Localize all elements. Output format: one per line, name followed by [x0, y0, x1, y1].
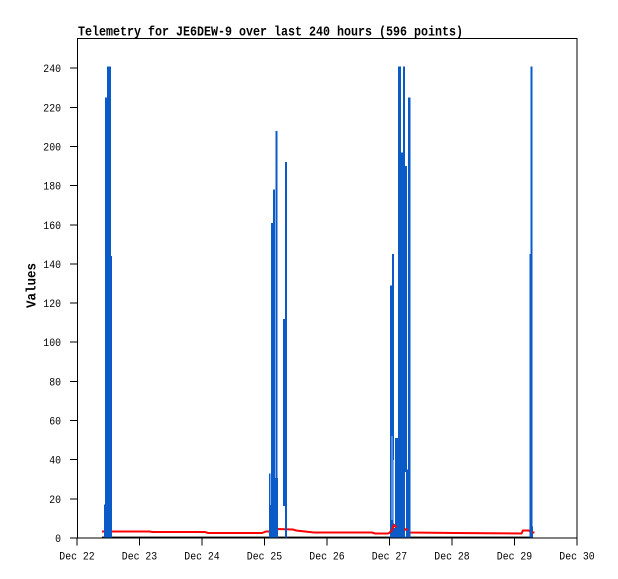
svg-text:240: 240: [43, 64, 61, 76]
svg-text:180: 180: [43, 182, 61, 194]
svg-text:220: 220: [43, 103, 61, 115]
svg-text:100: 100: [43, 338, 61, 350]
svg-text:200: 200: [43, 143, 61, 155]
svg-text:Telemetry for JE6DEW-9 over la: Telemetry for JE6DEW-9 over last 240 hou…: [78, 25, 463, 41]
svg-text:120: 120: [43, 299, 61, 311]
svg-text:Dec 29: Dec 29: [497, 552, 532, 564]
svg-text:Dec 23: Dec 23: [122, 552, 157, 564]
svg-text:60: 60: [49, 417, 61, 429]
svg-text:Dec 22: Dec 22: [59, 552, 94, 564]
svg-text:Dec 28: Dec 28: [434, 552, 469, 564]
svg-text:160: 160: [43, 221, 61, 233]
svg-text:Values: Values: [25, 263, 41, 308]
svg-text:40: 40: [49, 456, 61, 468]
svg-text:Dec 24: Dec 24: [184, 552, 220, 564]
svg-text:Dec 30: Dec 30: [559, 552, 594, 564]
svg-text:Dec 27: Dec 27: [372, 552, 407, 564]
svg-text:0: 0: [55, 534, 61, 546]
svg-text:Dec 25: Dec 25: [247, 552, 282, 564]
svg-text:20: 20: [49, 495, 61, 507]
svg-text:80: 80: [49, 377, 61, 389]
svg-text:Dec 26: Dec 26: [309, 552, 344, 564]
svg-text:140: 140: [43, 260, 61, 272]
